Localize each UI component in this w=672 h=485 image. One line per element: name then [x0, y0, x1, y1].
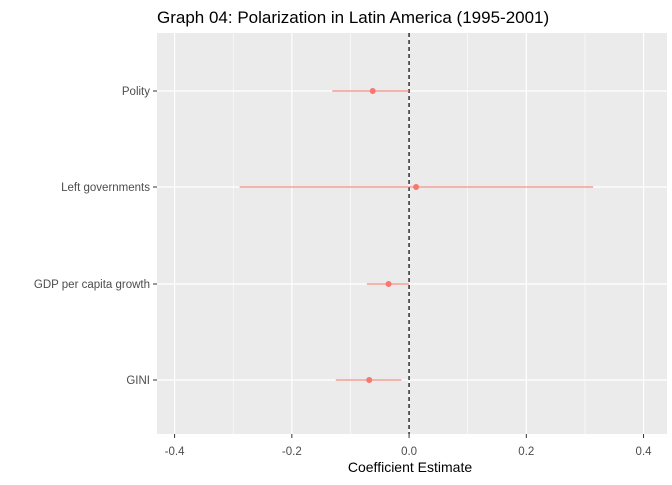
y-tick-label: Polity [122, 86, 150, 98]
x-axis: -0.4 -0.2 0.0 0.2 0.4 [165, 434, 652, 458]
x-axis-label: Coefficient Estimate [348, 459, 472, 475]
y-axis: Polity Left governments GDP per capita gro… [34, 86, 157, 387]
x-tick-label: -0.4 [165, 446, 185, 458]
y-tick-label: Left governments [61, 182, 150, 194]
minor-gridlines [232, 33, 586, 434]
y-tick-label: GDP per capita growth [34, 279, 150, 291]
point-estimate [385, 281, 392, 287]
point-estimate [413, 184, 420, 190]
chart-title: Graph 04: Polarization in Latin America … [157, 8, 549, 27]
plot-panel [157, 33, 667, 434]
x-tick-label: 0.4 [636, 446, 653, 458]
x-tick-label: -0.2 [282, 446, 302, 458]
y-tick-label: GINI [126, 375, 150, 387]
point-estimate [369, 88, 376, 94]
x-tick-label: 0.0 [401, 446, 417, 458]
x-tick-label: 0.2 [518, 446, 534, 458]
coefficient-marks [239, 88, 594, 383]
point-estimate [366, 377, 373, 383]
